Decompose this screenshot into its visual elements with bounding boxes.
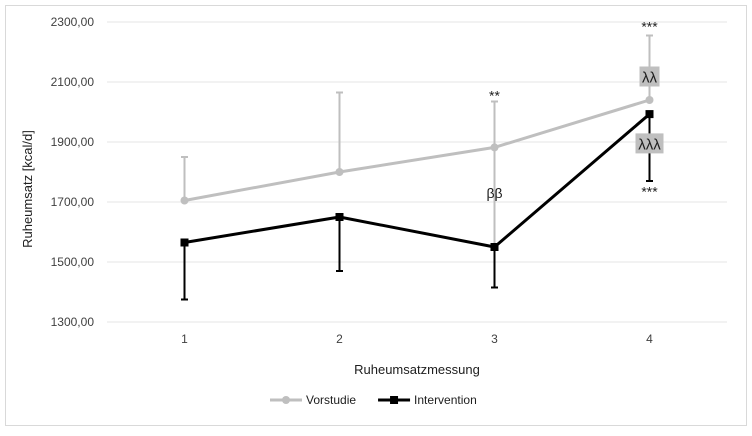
- y-tick-label: 2100,00: [51, 75, 95, 89]
- data-point: [490, 243, 499, 251]
- data-point: [490, 143, 499, 152]
- y-tick-label: 2300,00: [51, 15, 95, 29]
- data-point: [335, 168, 344, 176]
- annotation-box: [635, 133, 664, 154]
- annotation-label: ***: [641, 19, 658, 35]
- x-tick-label: 3: [491, 332, 498, 346]
- y-axis-title: Ruheumsatz [kcal/d]: [20, 130, 35, 248]
- data-point: [645, 110, 654, 119]
- y-tick-label: 1300,00: [51, 315, 95, 329]
- series-line: [184, 112, 651, 249]
- series: [180, 34, 654, 301]
- gridlines: [107, 21, 727, 323]
- legend-swatch-marker: [282, 396, 290, 404]
- annotation-label: ββ: [486, 185, 502, 201]
- annotation-box: [639, 66, 660, 87]
- annotation-label: λλ: [642, 70, 658, 87]
- legend-label: Intervention: [414, 393, 477, 407]
- x-tick-label: 4: [646, 332, 653, 346]
- series-vorstudie: [180, 34, 654, 247]
- annotation-label: **: [489, 88, 500, 104]
- y-tick-label: 1900,00: [51, 135, 95, 149]
- data-point: [335, 213, 344, 221]
- y-tick-label: 1700,00: [51, 195, 95, 209]
- legend-label: Vorstudie: [306, 393, 356, 407]
- x-tick-label: 2: [336, 332, 343, 346]
- legend-swatch-marker: [390, 396, 399, 404]
- chart-frame: [5, 5, 747, 426]
- series-intervention: [180, 110, 654, 301]
- data-point: [645, 96, 654, 104]
- legend-item: Intervention: [378, 393, 477, 407]
- x-tick-label: 1: [181, 332, 188, 346]
- series-line: [184, 98, 650, 202]
- y-axis-ticks: 1300,00 1500,00 1700,00 1900,00 2100,00 2300,…: [51, 15, 95, 329]
- legend: Vorstudie Intervention: [270, 393, 477, 407]
- x-axis-title: Ruheumsatzmessung: [354, 362, 480, 377]
- x-axis-ticks: 1 2 3 4: [181, 332, 653, 346]
- y-tick-label: 1500,00: [51, 255, 95, 269]
- legend-item: Vorstudie: [270, 393, 356, 407]
- annotation-label: ***: [641, 184, 658, 200]
- data-point: [180, 196, 189, 205]
- annotation-label: λλλ: [638, 136, 661, 153]
- data-point: [180, 238, 189, 247]
